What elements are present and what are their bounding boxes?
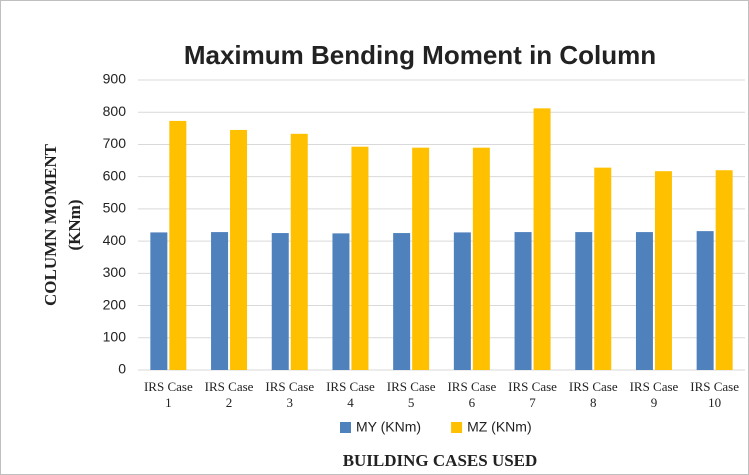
x-tick-label-line: 2 <box>226 395 233 410</box>
x-tick-label-line: 10 <box>708 395 721 410</box>
x-tick-label-line: 4 <box>347 395 354 410</box>
bar <box>635 232 653 370</box>
x-tick-label: IRS Case 10 <box>690 379 739 410</box>
x-tick-label-line: IRS Case <box>569 379 618 394</box>
x-tick-label-line: IRS Case <box>205 379 254 394</box>
x-tick-label-line: 9 <box>651 395 658 410</box>
bar <box>594 167 612 370</box>
bar <box>514 232 532 370</box>
y-axis-title: (KNm) <box>65 200 84 251</box>
x-tick-label: IRS Case 4 <box>326 379 375 410</box>
x-tick-label-line: IRS Case <box>508 379 557 394</box>
x-tick-label: IRS Case 1 <box>144 379 193 410</box>
y-tick-label: 700 <box>103 135 127 151</box>
x-tick-label: IRS Case 8 <box>569 379 618 410</box>
bar <box>715 170 733 370</box>
x-tick-label-line: IRS Case <box>387 379 436 394</box>
x-tick-label: IRS Case 7 <box>508 379 557 410</box>
x-tick-label-line: 8 <box>590 395 597 410</box>
bar <box>533 108 551 370</box>
bar <box>169 120 187 370</box>
y-tick-label: 0 <box>118 361 126 377</box>
bar <box>472 147 490 370</box>
bar <box>211 232 229 370</box>
bar <box>393 233 411 370</box>
x-tick-label-line: 5 <box>408 395 415 410</box>
x-axis-title: BUILDING CASES USED <box>343 451 538 470</box>
bar <box>230 129 248 370</box>
x-tick-label-line: IRS Case <box>326 379 375 394</box>
x-tick-label-line: IRS Case <box>630 379 679 394</box>
x-tick-label: IRS Case 5 <box>387 379 436 410</box>
x-tick-label-line: 7 <box>529 395 536 410</box>
bar <box>351 146 369 370</box>
y-axis-title: COLUMN MOMENT <box>41 143 60 306</box>
legend-label: MY (KNm) <box>356 419 421 435</box>
legend-swatch <box>340 422 351 433</box>
y-tick-label: 800 <box>103 103 127 119</box>
x-tick-label: IRS Case 3 <box>265 379 314 410</box>
x-tick-label: IRS Case 9 <box>630 379 679 410</box>
y-tick-label: 900 <box>103 71 127 87</box>
x-tick-label-line: IRS Case <box>265 379 314 394</box>
x-tick-label: IRS Case 6 <box>447 379 496 410</box>
bar <box>412 147 430 370</box>
bar <box>453 232 471 370</box>
x-tick-label-line: IRS Case <box>447 379 496 394</box>
bar <box>332 233 350 370</box>
y-tick-label: 600 <box>103 167 127 183</box>
y-tick-label: 200 <box>103 296 127 312</box>
x-tick-label-line: 6 <box>469 395 476 410</box>
chart-title: Maximum Bending Moment in Column <box>184 40 656 70</box>
legend-label: MZ (KNm) <box>467 419 532 435</box>
bar <box>696 231 714 370</box>
x-tick-label-line: 1 <box>165 395 172 410</box>
bar <box>575 232 593 370</box>
bar <box>150 232 168 370</box>
x-tick-label: IRS Case 2 <box>205 379 254 410</box>
legend-swatch <box>451 422 463 433</box>
y-tick-label: 100 <box>103 328 127 344</box>
y-tick-label: 500 <box>103 200 127 216</box>
x-tick-label-line: IRS Case <box>690 379 739 394</box>
y-tick-label: 300 <box>103 264 127 280</box>
bar <box>290 133 308 370</box>
bar <box>654 171 672 370</box>
x-tick-label-line: 3 <box>287 395 294 410</box>
y-tick-label: 400 <box>103 232 127 248</box>
bar <box>271 233 289 370</box>
x-tick-label-line: IRS Case <box>144 379 193 394</box>
